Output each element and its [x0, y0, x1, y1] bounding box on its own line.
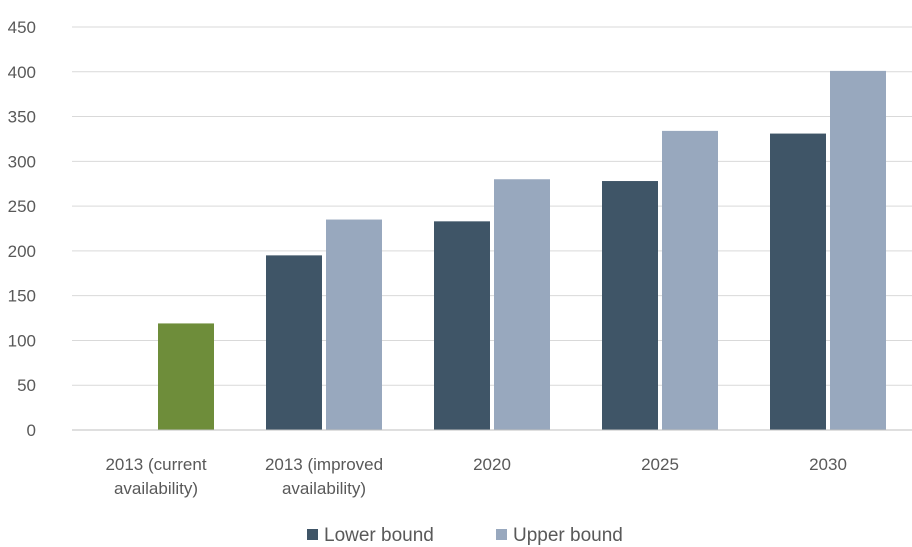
x-axis: 2013 (current availability) 2013 (improved…	[72, 429, 912, 498]
y-tick-label: 200	[8, 242, 36, 261]
x-tick-label: availability)	[114, 479, 198, 498]
bar-upper-bound	[326, 219, 382, 430]
legend-label-lower-bound: Lower bound	[324, 525, 434, 546]
bar-upper-bound	[830, 70, 886, 430]
x-tick-label: 2013 (improved	[265, 455, 383, 474]
legend-label-upper-bound: Upper bound	[513, 525, 623, 546]
y-tick-label: 450	[8, 18, 36, 37]
bar-lower-bound	[434, 221, 490, 430]
y-tick-label: 150	[8, 287, 36, 306]
y-axis: 0 50 100 150 200 250 300 350 400 450	[8, 18, 36, 440]
legend-swatch-upper-bound	[496, 529, 507, 540]
y-tick-label: 400	[8, 63, 36, 82]
legend: Lower bound Upper bound	[307, 525, 623, 546]
y-tick-label: 350	[8, 108, 36, 127]
bar-lower-bound	[266, 255, 322, 430]
bar-upper-bound	[494, 179, 550, 430]
bar-lower-bound	[770, 133, 826, 430]
x-tick-label: 2025	[641, 455, 679, 474]
x-tick-label: 2013 (current	[105, 455, 206, 474]
bar-lower-bound	[602, 181, 658, 430]
bars	[158, 70, 886, 430]
y-tick-label: 50	[17, 376, 36, 395]
legend-swatch-lower-bound	[307, 529, 318, 540]
y-tick-label: 0	[27, 421, 36, 440]
y-tick-label: 250	[8, 197, 36, 216]
bar-upper-bound	[158, 323, 214, 430]
x-tick-label: 2020	[473, 455, 511, 474]
x-tick-label: 2030	[809, 455, 847, 474]
y-tick-label: 100	[8, 331, 36, 350]
y-tick-label: 300	[8, 152, 36, 171]
bar-upper-bound	[662, 130, 718, 430]
x-tick-label: availability)	[282, 479, 366, 498]
